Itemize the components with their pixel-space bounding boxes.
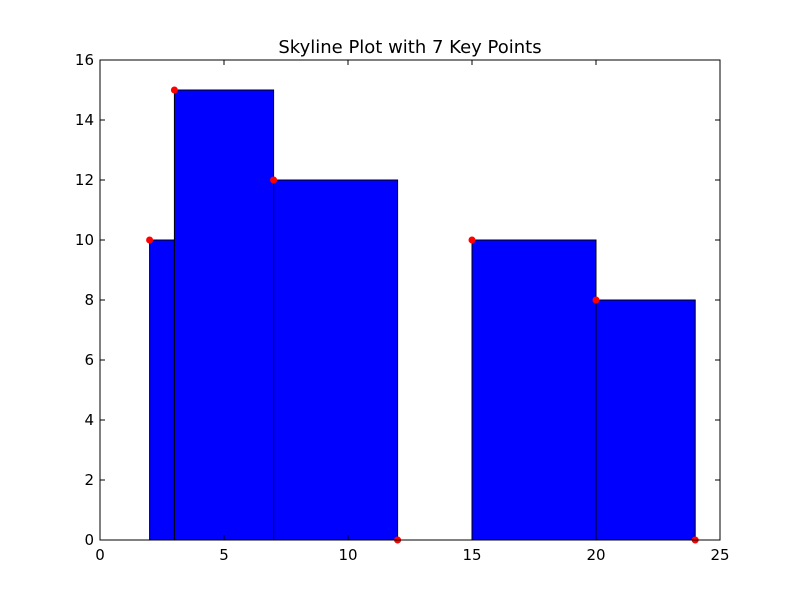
x-tick-label: 10: [338, 546, 357, 564]
bars-layer: [149, 89, 696, 541]
key-point-1: [146, 236, 154, 244]
skyline-bar-1: [149, 239, 175, 541]
x-tick-label: 5: [219, 546, 229, 564]
x-tick-label: 20: [586, 546, 605, 564]
y-tick-label: 0: [84, 531, 94, 549]
key-point-2: [170, 86, 178, 94]
chart-title: Skyline Plot with 7 Key Points: [278, 37, 541, 58]
y-tick-label: 4: [84, 411, 94, 429]
y-tick-label: 14: [75, 111, 94, 129]
key-point-6: [592, 296, 600, 304]
key-point-3: [270, 176, 278, 184]
y-tick-label: 16: [75, 51, 94, 69]
skyline-bar-3: [273, 179, 399, 541]
y-tick-label: 2: [84, 471, 94, 489]
y-tick-label: 6: [84, 351, 94, 369]
x-tick-label: 0: [95, 546, 105, 564]
plot-frame: [99, 59, 721, 541]
y-tick-label: 12: [75, 171, 94, 189]
skyline-bar-5: [595, 299, 696, 541]
ticks-layer: 0 5 10 15 20 25 0 2 4 6 8 10 12 14 16: [75, 51, 730, 564]
key-point-5: [468, 236, 476, 244]
skyline-bar-4: [471, 239, 597, 541]
x-tick-label: 15: [462, 546, 481, 564]
y-tick-label: 10: [75, 231, 94, 249]
x-tick-label: 25: [710, 546, 729, 564]
y-tick-label: 8: [84, 291, 94, 309]
skyline-bar-2: [173, 89, 275, 541]
